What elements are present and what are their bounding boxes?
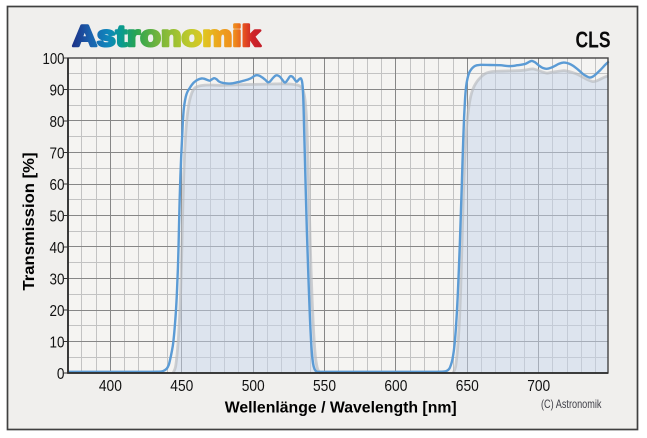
svg-text:Transmission [%]: Transmission [%] <box>21 153 38 291</box>
svg-text:500: 500 <box>242 378 265 395</box>
svg-text:10: 10 <box>50 335 65 352</box>
svg-text:0: 0 <box>57 366 65 383</box>
svg-text:40: 40 <box>50 240 65 257</box>
svg-text:400: 400 <box>99 378 122 395</box>
svg-text:Wellenlänge / Wavelength [nm]: Wellenlänge / Wavelength [nm] <box>225 400 457 417</box>
svg-text:70: 70 <box>50 146 65 163</box>
svg-text:90: 90 <box>50 83 65 100</box>
svg-text:(C) Astronomik: (C) Astronomik <box>541 397 602 411</box>
svg-text:700: 700 <box>527 378 550 395</box>
svg-text:CLS: CLS <box>576 27 611 53</box>
svg-text:600: 600 <box>384 378 407 395</box>
svg-text:100: 100 <box>43 51 65 68</box>
svg-text:650: 650 <box>456 378 479 395</box>
svg-text:450: 450 <box>170 378 193 395</box>
svg-text:550: 550 <box>313 378 336 395</box>
svg-text:20: 20 <box>50 303 65 320</box>
svg-text:80: 80 <box>50 114 65 131</box>
svg-text:30: 30 <box>50 272 65 289</box>
svg-text:50: 50 <box>50 209 65 226</box>
svg-text:Astronomik: Astronomik <box>73 20 261 53</box>
svg-text:60: 60 <box>50 177 65 194</box>
